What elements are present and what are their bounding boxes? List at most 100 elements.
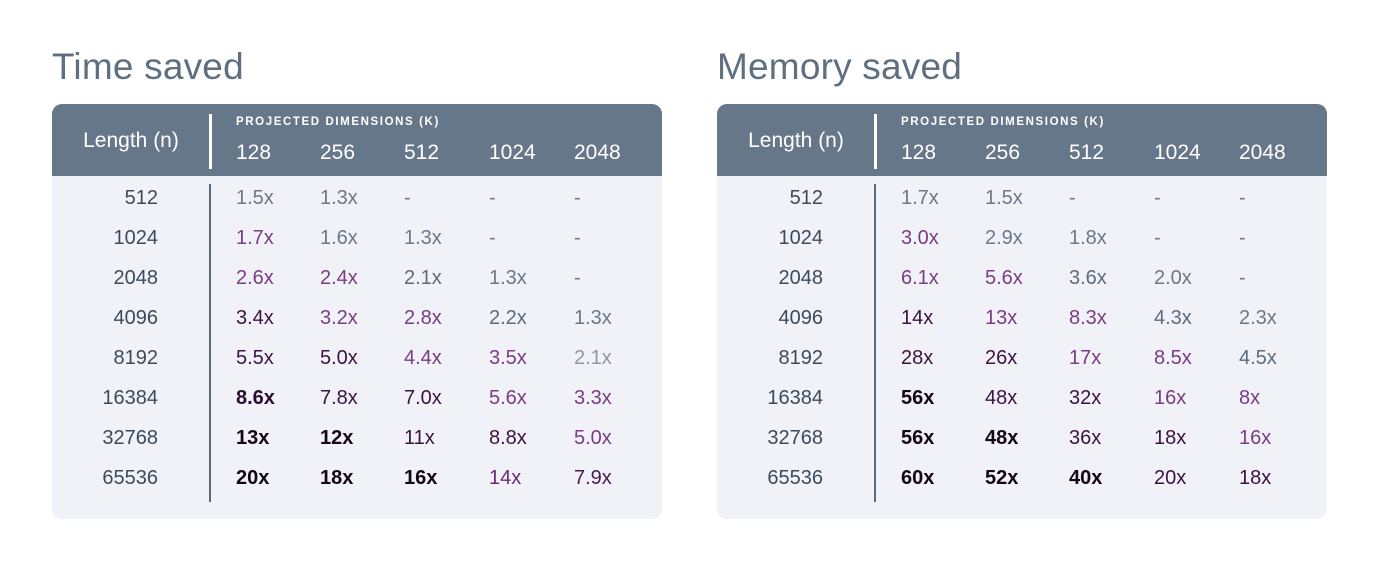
table-cell: 48x [985,427,1019,449]
table-cell: 8.5x [1154,347,1192,369]
table-card: Length (n) PROJECTED DIMENSIONS (K) 128 … [717,104,1327,519]
table-cell: - [1154,227,1161,249]
table-cell: 3.2x [320,307,358,329]
table-cell: 14x [489,467,522,489]
table-cell: - [1239,227,1246,249]
time-saved-panel: Time saved Length (n) PROJECTED DIMENSIO… [52,40,662,519]
table-cell: 4.4x [404,347,442,369]
table-cell: - [489,227,496,249]
table-cell: 2.4x [320,267,358,289]
row-label: 2048 [778,267,824,289]
column-group-label: PROJECTED DIMENSIONS (K) [236,116,440,128]
row-label: 2048 [113,267,159,289]
table-cell: 36x [1069,427,1102,449]
table-cell: 13x [985,307,1018,329]
row-label: 8192 [113,347,159,369]
table-cell: 3.3x [574,387,612,409]
table-cell: - [489,187,496,209]
table-cell: 32x [1069,387,1102,409]
row-header-label: Length (n) [748,129,844,152]
table-cell: 5.5x [236,347,274,369]
table-cell: 60x [901,467,935,489]
row-label: 4096 [778,307,824,329]
table-card: Length (n) PROJECTED DIMENSIONS (K) 128 … [52,104,662,519]
table-cell: 1.7x [236,227,274,249]
row-label: 512 [789,187,823,209]
table-cell: 20x [236,467,270,489]
table-cell: - [574,187,581,209]
column-group-label: PROJECTED DIMENSIONS (K) [901,116,1105,128]
header-divider [874,114,877,169]
table-cell: 1.3x [574,307,612,329]
table-cell: 2.1x [574,347,612,369]
row-header-label: Length (n) [83,129,179,152]
table-cell: 1.5x [985,187,1023,209]
table-header: Length (n) PROJECTED DIMENSIONS (K) 128 … [52,104,662,176]
table-cell: 2.9x [985,227,1023,249]
table-cell: 17x [1069,347,1102,369]
table-cell: 1.3x [320,187,358,209]
table-header: Length (n) PROJECTED DIMENSIONS (K) 128 … [717,104,1327,176]
table-cell: 18x [1239,467,1272,489]
table-cell: 5.6x [985,267,1023,289]
table-cell: - [1239,267,1246,289]
table-cell: 52x [985,467,1019,489]
table-cell: 8.3x [1069,307,1107,329]
table-cell: 18x [320,467,354,489]
table-cell: 4.5x [1239,347,1277,369]
column-header: 2048 [574,141,621,164]
column-header: 1024 [489,141,536,164]
memory-saved-panel: Memory saved Length (n) PROJECTED DIMENS… [717,40,1327,519]
table-cell: 13x [236,427,270,449]
table-cell: 16x [404,467,438,489]
table-cell: 3.4x [236,307,274,329]
row-label: 32768 [767,427,823,449]
column-header: 512 [404,141,440,164]
column-header: 256 [985,141,1021,164]
table-cell: 1.3x [489,267,527,289]
panel-title: Time saved [52,46,244,87]
column-header: 256 [320,141,356,164]
row-label: 65536 [102,467,158,489]
table-cell: 56x [901,427,935,449]
table-cell: 20x [1154,467,1187,489]
table-cell: - [1154,187,1161,209]
table-cell: 18x [1154,427,1187,449]
table-cell: 3.6x [1069,267,1107,289]
table-cell: - [404,187,411,209]
table-cell: 8x [1239,387,1261,409]
row-label: 1024 [778,227,824,249]
body-divider [874,184,876,502]
table-cell: 11x [404,427,435,449]
table-cell: - [574,267,581,289]
row-label: 32768 [102,427,158,449]
table-cell: 8.8x [489,427,527,449]
table-cell: 14x [901,307,934,329]
table-cell: 56x [901,387,935,409]
table-cell: - [1069,187,1076,209]
table-cell: 40x [1069,467,1103,489]
table-cell: 7.8x [320,387,358,409]
table-cell: 7.9x [574,467,612,489]
table-cell: 5.0x [320,347,358,369]
table-cell: 2.2x [489,307,527,329]
table-cell: 1.7x [901,187,939,209]
table-cell: 4.3x [1154,307,1192,329]
column-header: 128 [901,141,937,164]
row-label: 8192 [778,347,824,369]
table-cell: 2.6x [236,267,274,289]
table-cell: 1.3x [404,227,442,249]
table-cell: 1.8x [1069,227,1107,249]
table-cell: 5.0x [574,427,612,449]
table-cell: - [574,227,581,249]
table-cell: 1.5x [236,187,274,209]
row-label: 65536 [767,467,823,489]
header-divider [209,114,212,169]
table-cell: 3.0x [901,227,939,249]
column-header: 512 [1069,141,1105,164]
row-label: 16384 [102,387,158,409]
table-cell: 8.6x [236,387,275,409]
body-divider [209,184,211,502]
row-label: 4096 [113,307,159,329]
table-cell: 7.0x [404,387,442,409]
